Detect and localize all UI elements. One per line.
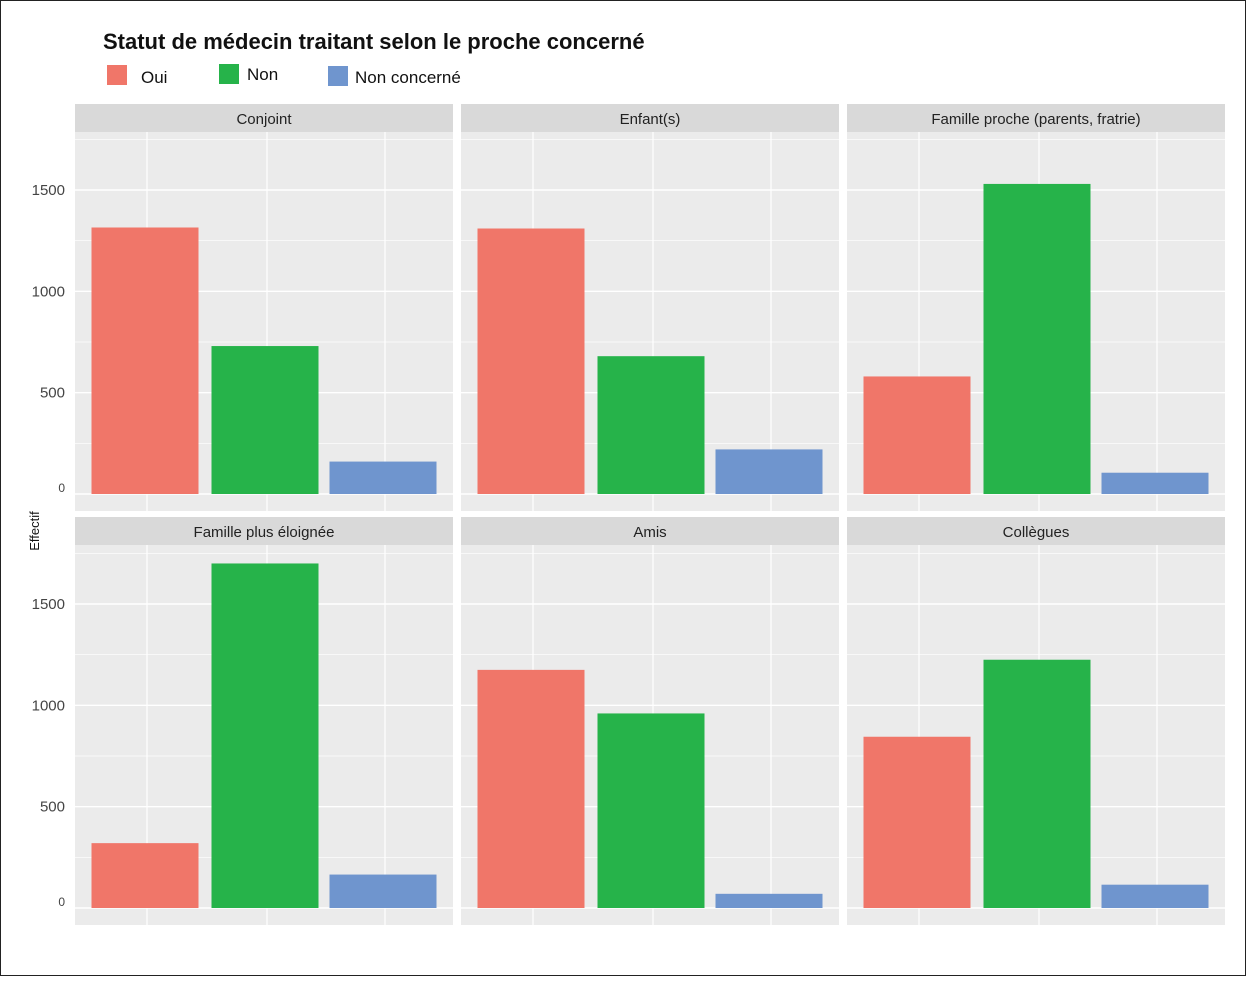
bar-conjoint-non [211, 346, 319, 494]
facet-strip-label-amis: Amis [633, 524, 666, 541]
facet-strip-label-conjoint: Conjoint [236, 111, 292, 128]
bar-collegues-non [983, 659, 1091, 908]
legend-label-non: Non [247, 65, 278, 84]
facet-strip-conjoint [75, 104, 453, 132]
chart-title: Statut de médecin traitant selon le proc… [103, 29, 645, 54]
legend-label-oui: Oui [141, 68, 167, 87]
bar-conjoint-oui [91, 227, 199, 494]
bar-conjoint-non-concerne [329, 461, 437, 494]
facet-strip-enfant-s [461, 104, 839, 132]
y-tick-label: 0 [58, 481, 65, 495]
facet-strip-famille-proche-parents-fratrie [847, 104, 1225, 132]
facet-strip-amis [461, 517, 839, 545]
y-axis-label: Effectif [27, 511, 42, 551]
legend-swatch-non [219, 64, 239, 84]
y-tick-label: 1000 [32, 697, 65, 714]
bar-famille-proche-parents-fratrie-non-concerne [1101, 472, 1209, 494]
legend-swatch-oui [107, 65, 127, 85]
facet-strip-label-collegues: Collègues [1003, 524, 1070, 541]
facet-strip-famille-plus-eloignee [75, 517, 453, 545]
legend-swatch-non-concerne [328, 66, 348, 86]
y-tick-label: 0 [58, 895, 65, 909]
bar-collegues-non-concerne [1101, 884, 1209, 908]
facet-strip-label-enfant-s: Enfant(s) [620, 111, 681, 128]
facet-famille-proche-parents-fratrie: Famille proche (parents, fratrie) [847, 104, 1225, 511]
bar-amis-non [597, 713, 705, 908]
bar-collegues-oui [863, 736, 971, 908]
bar-famille-plus-eloignee-non [211, 563, 319, 908]
bar-famille-proche-parents-fratrie-oui [863, 376, 971, 494]
facet-conjoint: Conjoint 0 500 1000 1500 [32, 104, 453, 511]
y-tick-label: 500 [40, 799, 65, 816]
facet-panels: Conjoint 0 500 1000 1500 Enfant(s) Famille pro… [32, 104, 1225, 925]
bar-amis-non-concerne [715, 893, 823, 908]
bar-famille-plus-eloignee-non-concerne [329, 874, 437, 908]
legend-item-non-concerne: Non concerné [328, 66, 461, 87]
bar-enfant-s-non-concerne [715, 449, 823, 494]
y-tick-label: 1000 [32, 283, 65, 300]
facet-strip-label-famille-plus-eloignee: Famille plus éloignée [194, 524, 335, 541]
bar-enfant-s-oui [477, 228, 585, 495]
legend-label-non-concerne: Non concerné [355, 68, 461, 87]
facet-strip-label-famille-proche-parents-fratrie: Famille proche (parents, fratrie) [931, 111, 1140, 128]
y-tick-label: 500 [40, 385, 65, 402]
y-tick-label: 1500 [32, 596, 65, 613]
bar-amis-oui [477, 669, 585, 908]
bar-famille-proche-parents-fratrie-non [983, 183, 1091, 495]
bar-enfant-s-non [597, 356, 705, 494]
facet-strip-collegues [847, 517, 1225, 545]
facet-collegues: Collègues [847, 517, 1225, 925]
legend-item-non: Non [219, 64, 278, 84]
y-tick-label: 1500 [32, 182, 65, 199]
facet-enfant-s: Enfant(s) [461, 104, 839, 511]
legend-item-oui: Oui [107, 65, 167, 87]
facet-amis: Amis [461, 517, 839, 925]
legend: Oui Non Non concerné [107, 64, 461, 87]
facet-famille-plus-eloignee: Famille plus éloignée 0 500 1000 1500 [32, 517, 453, 925]
bar-famille-plus-eloignee-oui [91, 843, 199, 908]
